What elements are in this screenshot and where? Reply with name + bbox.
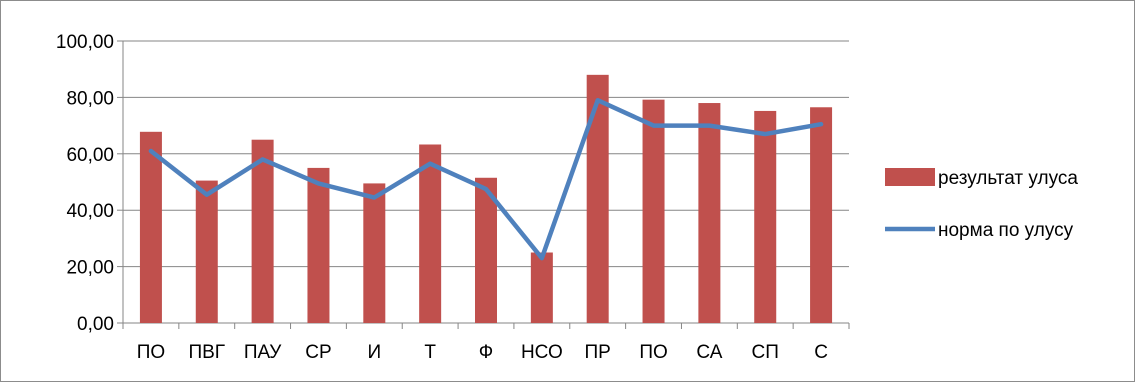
line-point [596,98,600,102]
bar [251,139,274,323]
bar-series [139,74,833,324]
line-point [261,157,265,161]
line-point [707,124,711,128]
x-tick-label: СА [696,342,722,363]
x-tick-label: ПО [639,342,667,363]
line-point [652,124,656,128]
x-tick-label: Т [424,342,436,363]
line-point [484,187,488,191]
bar [698,103,721,323]
x-tick-labels: ПО ПВГ ПАУ СР И Т Ф НСО ПР ПО СА СП С [137,342,828,363]
legend-swatch-bar [885,168,935,186]
x-tick-label: НСО [521,342,563,363]
bar [195,180,218,323]
x-tick-label: С [814,342,828,363]
y-tick-label: 60,00 [66,145,114,166]
line-point [819,122,823,126]
legend: результат улуса норма по улусу [885,168,1078,241]
bar [810,107,833,324]
bar [475,177,497,323]
y-tick-label: 40,00 [66,201,114,222]
x-tick-label: Ф [479,342,493,363]
bar [363,183,386,323]
y-tick-label: 0,00 [77,314,114,335]
x-tick-label: ПР [585,342,611,363]
bar [754,110,777,323]
bar [419,144,442,323]
line-series [148,97,824,261]
x-tick-label: ПВГ [188,342,225,363]
legend-label: результат улуса [938,168,1078,189]
line-point [372,196,376,200]
bar [307,167,330,323]
line-point [540,256,544,260]
line-point [428,162,432,166]
line-point [205,193,209,197]
bar [139,131,162,323]
y-tick-label: 100,00 [56,32,114,53]
x-tick-label: ПО [137,342,165,363]
bar [530,252,553,323]
line-point [149,149,153,153]
bar [586,74,609,323]
bar [642,99,665,323]
line-point [763,132,767,136]
x-tick-label: СР [305,342,331,363]
x-tick-label: ПАУ [244,342,282,363]
gridlines [123,40,849,268]
y-tick-label: 80,00 [66,88,114,109]
line-point [316,181,320,185]
x-tick-label: СП [752,342,779,363]
legend-label: норма по улусу [938,220,1074,241]
y-tick-labels: 0,00 20,00 40,00 60,00 80,00 100,00 [56,32,114,335]
y-tick-label: 20,00 [66,258,114,279]
x-tick-label: И [367,342,381,363]
